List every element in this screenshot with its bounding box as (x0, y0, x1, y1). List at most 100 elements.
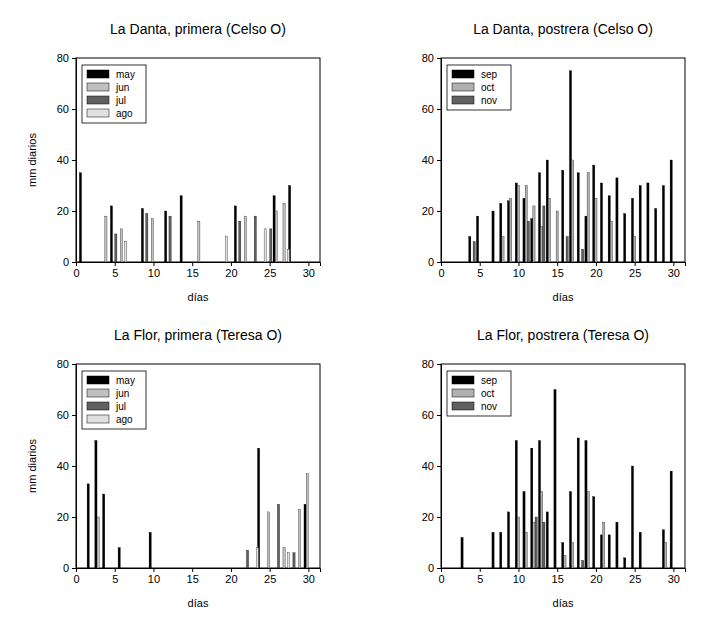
bar (608, 196, 610, 262)
y-tick-label: 20 (422, 511, 434, 523)
y-tick: 40 (422, 460, 441, 472)
bar (610, 221, 612, 262)
x-tick-label: 30 (668, 573, 680, 585)
x-tick-mark (270, 568, 271, 572)
bar (264, 229, 266, 262)
legend-label: ago (116, 108, 133, 119)
bar (670, 160, 672, 262)
bar (165, 211, 167, 262)
bar (110, 206, 112, 262)
y-tick: 0 (428, 256, 441, 268)
bar (270, 229, 272, 262)
legend-box (82, 65, 146, 123)
bar (569, 492, 571, 569)
bar (572, 160, 574, 262)
x-axis-title: días (188, 597, 209, 609)
bar (95, 441, 97, 569)
x-tick-mark (596, 262, 597, 266)
x-tick-mark (192, 568, 193, 572)
bar (624, 214, 626, 262)
x-tick-mark (673, 568, 674, 572)
x-axis-title: días (553, 291, 574, 303)
y-axis-title: mm diarios (26, 439, 38, 493)
x-axis-title: días (188, 291, 209, 303)
x-tick-label: 0 (438, 573, 444, 585)
y-tick-mark (72, 160, 76, 161)
bar (535, 517, 537, 568)
x-tick-label: 20 (225, 267, 237, 279)
bar (105, 216, 107, 262)
y-tick-label: 40 (422, 154, 434, 166)
y-axis-title: mm diarios (26, 133, 38, 187)
panel: 051015202530020406080La Flor, primera (T… (26, 327, 321, 609)
y-tick: 80 (57, 52, 76, 64)
bar (603, 522, 605, 568)
legend: mayjunjulago (82, 371, 146, 429)
y-tick: 20 (422, 511, 441, 523)
bar (624, 558, 626, 568)
y-tick: 80 (57, 358, 76, 370)
legend-label: sep (481, 69, 498, 80)
legend-label: jul (115, 401, 126, 412)
bar (500, 532, 502, 568)
x-axis-line (442, 569, 686, 573)
x-tick-mark (480, 568, 481, 572)
x-tick-mark (518, 568, 519, 572)
x-tick-mark (270, 262, 271, 266)
bar (608, 535, 610, 568)
y-tick-mark (437, 211, 441, 212)
x-tick-label: 5 (477, 573, 483, 585)
legend-swatch (87, 376, 109, 384)
x-tick-label: 0 (73, 267, 79, 279)
bar (582, 249, 584, 262)
y-tick-mark (72, 364, 76, 365)
bar (523, 492, 525, 569)
x-tick-mark (153, 568, 154, 572)
legend-label: sep (481, 375, 498, 386)
y-tick: 80 (422, 52, 441, 64)
bar (593, 165, 595, 262)
bar (562, 170, 564, 262)
x-tick: 25 (629, 568, 641, 585)
x-tick-mark (153, 262, 154, 266)
y-tick-mark (72, 517, 76, 518)
y-tick: 60 (422, 103, 441, 115)
x-tick-mark (673, 262, 674, 266)
x-tick: 30 (668, 568, 680, 585)
title: La Flor, postrera (Teresa O) (477, 327, 649, 343)
bar (502, 237, 504, 263)
bar (507, 512, 509, 568)
x-tick-label: 25 (629, 573, 641, 585)
legend-label: jun (115, 82, 129, 93)
bar (293, 553, 295, 568)
y-tick-label: 0 (63, 256, 69, 268)
x-tick: 25 (629, 262, 641, 279)
bar (198, 221, 200, 262)
bar (665, 543, 667, 569)
bar (118, 548, 120, 568)
y-tick-label: 60 (57, 409, 69, 421)
bar (616, 178, 618, 262)
x-axis: 051015202530 (73, 262, 320, 279)
bar (120, 229, 122, 262)
x-tick-mark (635, 568, 636, 572)
bar (492, 532, 494, 568)
y-tick-label: 80 (57, 52, 69, 64)
bar (533, 522, 535, 568)
bar (500, 203, 502, 262)
legend-swatch (87, 415, 109, 423)
x-tick-label: 10 (513, 573, 525, 585)
bar (283, 203, 285, 262)
bar (225, 237, 227, 263)
bar (525, 532, 527, 568)
bar (517, 186, 519, 263)
y-tick: 20 (57, 205, 76, 217)
bar (169, 216, 171, 262)
bar (304, 504, 306, 568)
panel: 051015202530020406080La Danta, postrera … (422, 21, 686, 303)
y-tick-label: 20 (422, 205, 434, 217)
y-tick: 0 (63, 256, 76, 268)
bar (103, 494, 105, 568)
x-tick-mark (308, 262, 309, 266)
y-tick-label: 80 (57, 358, 69, 370)
